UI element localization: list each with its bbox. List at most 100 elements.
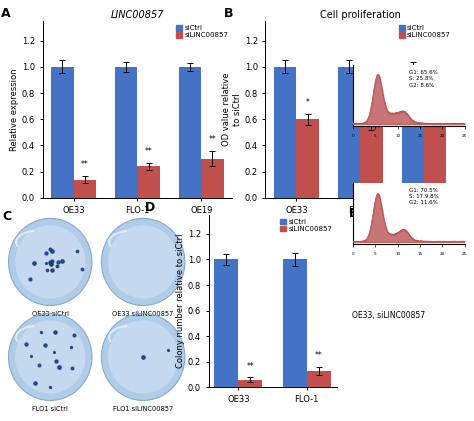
Circle shape xyxy=(104,221,182,303)
Circle shape xyxy=(126,244,161,280)
Circle shape xyxy=(18,322,83,391)
Circle shape xyxy=(108,320,178,394)
Circle shape xyxy=(141,260,146,264)
Circle shape xyxy=(19,230,81,294)
Circle shape xyxy=(15,320,85,394)
Circle shape xyxy=(44,350,57,364)
Text: *: * xyxy=(306,99,310,107)
Bar xyxy=(137,166,160,198)
Circle shape xyxy=(46,257,55,266)
Circle shape xyxy=(115,232,172,292)
Circle shape xyxy=(35,341,65,373)
Circle shape xyxy=(30,241,70,282)
Circle shape xyxy=(110,228,176,296)
Text: **: ** xyxy=(145,147,153,156)
Circle shape xyxy=(132,250,154,273)
Text: **: ** xyxy=(209,135,216,144)
Circle shape xyxy=(37,343,64,370)
Circle shape xyxy=(19,325,81,389)
Bar xyxy=(307,371,331,387)
Legend: siCtrl, siLINC00857: siCtrl, siLINC00857 xyxy=(398,24,452,39)
Circle shape xyxy=(39,346,61,368)
Circle shape xyxy=(134,348,152,366)
Bar xyxy=(115,67,137,198)
Circle shape xyxy=(106,318,181,396)
Y-axis label: Relative expression: Relative expression xyxy=(10,68,19,151)
Circle shape xyxy=(121,239,165,285)
Circle shape xyxy=(11,316,90,398)
Circle shape xyxy=(28,334,72,380)
Circle shape xyxy=(22,327,79,387)
Bar xyxy=(402,67,424,198)
Circle shape xyxy=(134,253,152,271)
Circle shape xyxy=(104,316,182,398)
Circle shape xyxy=(115,327,172,387)
Text: OE33 siLINC00857: OE33 siLINC00857 xyxy=(112,312,174,317)
Circle shape xyxy=(112,230,174,294)
Bar xyxy=(214,259,238,387)
Circle shape xyxy=(137,350,150,364)
Bar xyxy=(51,67,73,198)
Circle shape xyxy=(130,248,156,276)
Circle shape xyxy=(13,223,88,301)
Text: OE33 siCtrl: OE33 siCtrl xyxy=(32,312,69,317)
Circle shape xyxy=(128,246,158,278)
Circle shape xyxy=(13,318,88,396)
Circle shape xyxy=(101,313,185,400)
Circle shape xyxy=(18,228,83,296)
Y-axis label: OD value relative
to siCtrl: OD value relative to siCtrl xyxy=(222,73,242,146)
Circle shape xyxy=(41,348,59,366)
Circle shape xyxy=(126,338,161,375)
Circle shape xyxy=(46,352,55,362)
Circle shape xyxy=(33,338,68,375)
Text: **: ** xyxy=(246,362,254,371)
Circle shape xyxy=(9,313,92,400)
Text: **: ** xyxy=(315,352,323,360)
Text: C: C xyxy=(3,210,12,224)
Bar xyxy=(360,126,383,198)
Bar xyxy=(338,67,360,198)
Circle shape xyxy=(11,221,90,303)
Circle shape xyxy=(108,225,178,298)
Text: B: B xyxy=(224,7,233,20)
Bar xyxy=(201,159,224,198)
Bar xyxy=(296,119,319,198)
Circle shape xyxy=(141,354,146,359)
Circle shape xyxy=(119,237,167,287)
Circle shape xyxy=(41,253,59,271)
Bar xyxy=(238,380,262,387)
Circle shape xyxy=(30,336,70,378)
Circle shape xyxy=(130,343,156,370)
Circle shape xyxy=(15,225,85,298)
Circle shape xyxy=(48,354,53,359)
Text: *: * xyxy=(433,92,437,101)
Circle shape xyxy=(44,255,57,269)
Bar xyxy=(424,113,447,198)
Circle shape xyxy=(128,341,158,373)
Circle shape xyxy=(22,232,79,292)
Bar xyxy=(73,179,96,198)
Circle shape xyxy=(117,329,170,384)
Circle shape xyxy=(28,239,72,285)
Text: OE33, siLINC00857: OE33, siLINC00857 xyxy=(352,312,425,320)
Circle shape xyxy=(112,325,174,389)
Circle shape xyxy=(33,244,68,280)
Circle shape xyxy=(26,332,74,382)
Circle shape xyxy=(39,250,61,273)
Circle shape xyxy=(24,234,77,290)
Circle shape xyxy=(117,234,170,290)
Circle shape xyxy=(139,257,147,266)
Circle shape xyxy=(106,223,181,301)
Text: OE33, siCtrl: OE33, siCtrl xyxy=(368,213,413,221)
Circle shape xyxy=(123,336,163,378)
Text: E: E xyxy=(348,207,357,219)
Title: LINC00857: LINC00857 xyxy=(111,10,164,20)
Title: Cell proliferation: Cell proliferation xyxy=(320,10,401,20)
Circle shape xyxy=(137,255,150,269)
Text: FLO1 siCtrl: FLO1 siCtrl xyxy=(32,406,68,413)
Bar xyxy=(283,259,307,387)
Text: D: D xyxy=(145,201,155,214)
Text: *: * xyxy=(369,107,374,115)
Bar xyxy=(274,67,296,198)
Circle shape xyxy=(132,346,154,368)
